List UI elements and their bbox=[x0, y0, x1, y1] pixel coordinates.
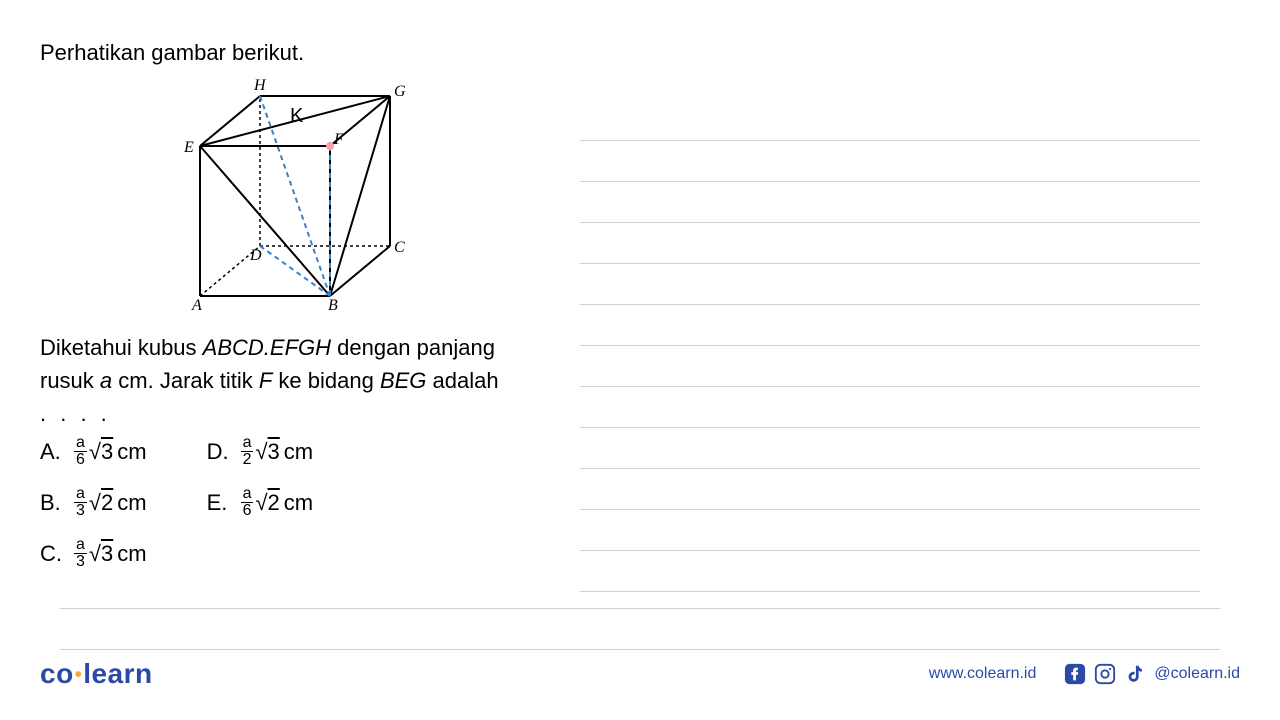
footer-right: www.colearn.id @colearn.id bbox=[929, 663, 1240, 685]
website-url: www.colearn.id bbox=[929, 665, 1037, 683]
q-end: adalah bbox=[426, 368, 498, 393]
svg-text:A: A bbox=[191, 297, 202, 314]
social-handle: @colearn.id bbox=[1154, 665, 1240, 683]
q-F: F bbox=[259, 368, 272, 393]
q-post1: dengan panjang bbox=[331, 335, 495, 360]
option-B-label: B. bbox=[40, 490, 74, 516]
logo-co: co bbox=[40, 658, 74, 689]
svg-text:K: K bbox=[290, 105, 304, 127]
q-cube-name: ABCD.EFGH bbox=[203, 335, 331, 360]
social-icons: @colearn.id bbox=[1064, 663, 1240, 685]
ellipsis: . . . . bbox=[40, 401, 1240, 427]
svg-text:D: D bbox=[249, 247, 262, 264]
logo-dot-icon: • bbox=[75, 664, 83, 686]
svg-text:F: F bbox=[333, 131, 344, 148]
footer: co•learn www.colearn.id @colearn.id bbox=[40, 658, 1240, 690]
option-A-label: A. bbox=[40, 439, 74, 465]
option-C-label: C. bbox=[40, 541, 74, 567]
q-mid2: ke bidang bbox=[272, 368, 380, 393]
option-A: A. a6 √3 cm bbox=[40, 435, 147, 468]
ruled-lines-full bbox=[60, 568, 1220, 650]
option-D: D. a2 √3 cm bbox=[207, 435, 314, 468]
tiktok-icon bbox=[1124, 663, 1146, 685]
svg-text:G: G bbox=[394, 83, 406, 100]
option-D-label: D. bbox=[207, 439, 241, 465]
option-B: B. a3 √2 cm bbox=[40, 486, 147, 519]
svg-text:C: C bbox=[394, 239, 405, 256]
option-E-label: E. bbox=[207, 490, 241, 516]
svg-text:H: H bbox=[253, 77, 267, 94]
q-mid: cm. Jarak titik bbox=[112, 368, 259, 393]
q-pre2: rusuk bbox=[40, 368, 100, 393]
facebook-icon bbox=[1064, 663, 1086, 685]
q-pre1: Diketahui kubus bbox=[40, 335, 203, 360]
option-C: C. a3 √3 cm bbox=[40, 537, 147, 570]
q-a: a bbox=[100, 368, 112, 393]
svg-text:B: B bbox=[328, 297, 338, 314]
logo-learn: learn bbox=[83, 658, 152, 689]
option-E: E. a6 √2 cm bbox=[207, 486, 314, 519]
answer-options: A. a6 √3 cm B. a3 √2 cm C. a3 √3 cm bbox=[40, 435, 1240, 570]
q-BEG: BEG bbox=[380, 368, 426, 393]
instruction-text: Perhatikan gambar berikut. bbox=[40, 40, 1240, 66]
cube-diagram: A B C D E F G H K bbox=[180, 76, 1240, 321]
instagram-icon bbox=[1094, 663, 1116, 685]
question-text: Diketahui kubus ABCD.EFGH dengan panjang… bbox=[40, 331, 560, 397]
svg-text:E: E bbox=[183, 139, 194, 156]
brand-logo: co•learn bbox=[40, 658, 153, 690]
